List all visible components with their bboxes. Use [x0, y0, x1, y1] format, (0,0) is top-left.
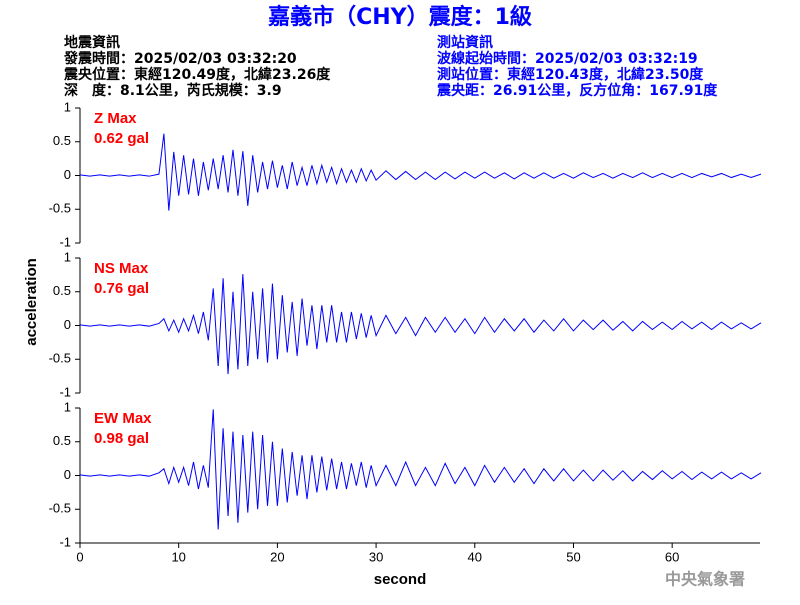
x-tick-label: 20 — [270, 549, 284, 564]
y-tick-label: -1 — [59, 534, 71, 549]
y-tick-label: -0.5 — [49, 501, 71, 516]
y-tick-label: 0 — [64, 317, 71, 332]
y-tick-label: 0.5 — [53, 433, 71, 448]
max-label: 0.62 gal — [94, 130, 149, 147]
info-line: 深 度：8.1公里，芮氏規模：3.9 — [64, 82, 282, 99]
y-tick-label: -1 — [59, 234, 71, 249]
max-label: 0.98 gal — [94, 430, 149, 447]
waveform — [79, 274, 762, 375]
info-line: 波線起始時間：2025/02/03 03:32:19 — [437, 50, 698, 67]
info-line: 震央距：26.91公里，反方位角：167.91度 — [436, 82, 718, 99]
y-tick-label: 0 — [64, 467, 71, 482]
y-tick-label: -1 — [59, 384, 71, 399]
info-line: 震央位置：東經120.49度，北緯23.26度 — [63, 66, 331, 83]
info-line: 發震時間：2025/02/03 03:32:20 — [63, 50, 297, 67]
y-tick-label: -0.5 — [49, 351, 71, 366]
y-tick-label: 0 — [64, 167, 71, 182]
info-line: 測站資訊 — [437, 34, 493, 51]
title: 嘉義市（CHY）震度：1級 — [268, 4, 532, 30]
station-info: 測站資訊 波線起始時間：2025/02/03 03:32:19 測站位置：東經1… — [436, 34, 718, 99]
y-tick-label: -0.5 — [49, 201, 71, 216]
component-label: NS Max — [94, 260, 149, 277]
y-tick-label: 1 — [64, 399, 71, 414]
x-tick-label: 40 — [468, 549, 482, 564]
info-line: 地震資訊 — [64, 34, 120, 51]
max-label: 0.76 gal — [94, 280, 149, 297]
x-tick-label: 10 — [171, 549, 185, 564]
waveform — [79, 409, 762, 530]
y-tick-label: 1 — [64, 249, 71, 264]
component-label: Z Max — [94, 110, 137, 127]
y-axis-label: acceleration — [23, 258, 40, 346]
x-tick-label: 30 — [369, 549, 383, 564]
y-tick-label: 1 — [64, 99, 71, 114]
waveform — [79, 133, 762, 211]
component-label: EW Max — [94, 410, 152, 427]
y-tick-label: 0.5 — [53, 283, 71, 298]
y-tick-label: 0.5 — [53, 133, 71, 148]
x-axis-label: second — [374, 571, 427, 588]
info-line: 測站位置：東經120.43度，北緯23.50度 — [437, 66, 704, 83]
x-tick-label: 60 — [665, 549, 679, 564]
watermark: 中央氣象署 — [665, 570, 745, 589]
x-tick-label: 0 — [76, 549, 83, 564]
x-tick-label: 50 — [566, 549, 580, 564]
quake-info: 地震資訊 發震時間：2025/02/03 03:32:20 震央位置：東經120… — [63, 34, 331, 99]
